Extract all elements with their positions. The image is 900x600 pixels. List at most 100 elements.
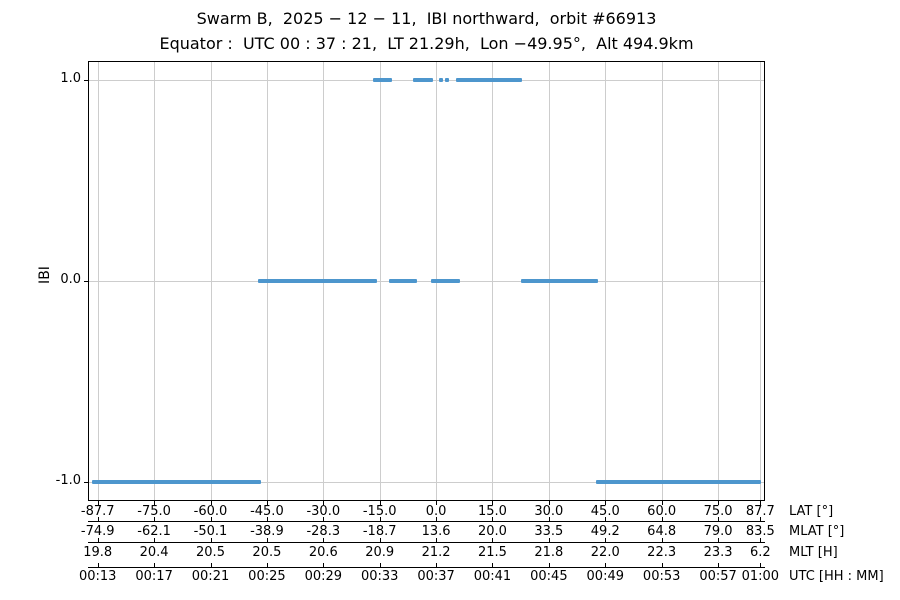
x-tick [760, 517, 762, 521]
y-tick-label: 1.0 [60, 71, 81, 87]
x-tick-label: 60.0 [647, 504, 677, 519]
ibi-segment [258, 279, 377, 283]
x-axis-row-name: UTC [HH : MM] [789, 569, 884, 584]
ibi-segment [520, 279, 599, 283]
gridline-horizontal [89, 481, 764, 483]
x-tick-label: 00:41 [473, 569, 512, 584]
x-tick [154, 563, 156, 567]
x-tick-label: 22.3 [647, 545, 677, 560]
x-tick-label: -60.0 [193, 504, 228, 519]
x-tick-label: 00:17 [135, 569, 173, 584]
y-tick-label: -1.0 [55, 472, 81, 488]
x-tick-label: 21.8 [534, 545, 564, 560]
x-tick-label: 87.7 [745, 504, 775, 519]
x-tick [760, 563, 762, 567]
x-tick-label: -74.9 [80, 524, 115, 539]
x-tick-label: 20.5 [252, 545, 282, 560]
ibi-segment [91, 479, 261, 484]
x-tick [492, 517, 494, 521]
x-tick [210, 501, 212, 505]
x-tick-label: 00:13 [78, 569, 117, 584]
gridline-vertical [718, 62, 720, 500]
x-tick [154, 517, 156, 521]
x-tick [210, 563, 212, 567]
ibi-segment [412, 78, 433, 83]
x-tick-label: -75.0 [137, 504, 171, 519]
x-tick-label: 21.5 [477, 545, 507, 560]
x-tick-label: 00:29 [304, 569, 343, 584]
x-tick [379, 501, 381, 505]
gridline-vertical [379, 62, 381, 500]
x-tick-label: 20.5 [196, 545, 225, 560]
x-tick-label: 00:25 [248, 569, 286, 584]
x-tick [492, 563, 494, 567]
ibi-segment [431, 279, 461, 283]
axis-row-line [88, 567, 765, 568]
x-tick [210, 538, 212, 542]
x-tick [548, 517, 550, 521]
x-tick-label: 30.0 [534, 504, 564, 519]
ibi-segment [456, 78, 523, 83]
axis-row-line [88, 521, 765, 522]
x-tick-label: 20.6 [308, 545, 338, 560]
x-tick [266, 517, 268, 521]
x-tick-label: 23.3 [703, 545, 733, 560]
ibi-segment [373, 78, 392, 83]
x-tick [436, 538, 438, 542]
x-tick-label: 20.0 [477, 524, 507, 539]
x-tick [436, 563, 438, 567]
x-tick [718, 538, 720, 542]
x-tick-label: 21.2 [421, 545, 451, 560]
x-tick-label: 00:57 [699, 569, 737, 584]
x-tick [97, 501, 99, 505]
x-tick-label: 00:45 [530, 569, 568, 584]
ibi-segment [388, 279, 418, 283]
gridline-vertical [154, 62, 156, 500]
x-tick [760, 501, 762, 505]
x-tick [492, 538, 494, 542]
x-tick [548, 501, 550, 505]
x-tick-label: 49.2 [590, 524, 620, 539]
x-tick [266, 563, 268, 567]
x-tick [718, 501, 720, 505]
chart-title: Swarm B, 2025 − 12 − 11, IBI northward, … [196, 9, 657, 28]
x-tick [97, 538, 99, 542]
x-tick [323, 538, 325, 542]
x-axis-row-name: MLAT [°] [789, 524, 845, 539]
x-axis-row-name: MLT [H] [789, 545, 838, 560]
x-tick-label: 00:53 [642, 569, 681, 584]
x-tick [492, 501, 494, 505]
x-tick [436, 501, 438, 505]
gridline-vertical [605, 62, 607, 500]
x-tick-label: 75.0 [703, 504, 733, 519]
x-tick [548, 563, 550, 567]
gridline-vertical [492, 62, 494, 500]
x-tick [661, 501, 663, 505]
x-tick-label: 00:49 [586, 569, 624, 584]
x-tick [718, 517, 720, 521]
x-tick-label: 13.6 [421, 524, 451, 539]
x-tick [210, 517, 212, 521]
x-tick-label: 6.2 [750, 545, 771, 560]
x-tick-label: 64.8 [647, 524, 677, 539]
chart-subtitle: Equator : UTC 00 : 37 : 21, LT 21.29h, L… [159, 34, 694, 53]
x-tick-label: -45.0 [250, 504, 284, 519]
x-axis-row-name: LAT [°] [789, 504, 834, 519]
x-tick-label: 19.8 [83, 545, 113, 560]
x-tick-label: -30.0 [306, 504, 341, 519]
x-tick-label: 83.5 [745, 524, 775, 539]
x-tick [323, 517, 325, 521]
x-tick [605, 501, 607, 505]
gridline-vertical [661, 62, 663, 500]
x-tick-label: 20.4 [139, 545, 169, 560]
y-tick-label: 0.0 [60, 272, 81, 287]
x-tick [379, 563, 381, 567]
x-tick [718, 563, 720, 567]
x-tick [760, 538, 762, 542]
x-tick [97, 517, 99, 521]
x-tick [661, 563, 663, 567]
y-tick [84, 481, 88, 483]
x-tick-label: 0.0 [425, 504, 447, 519]
gridline-vertical [760, 62, 762, 500]
